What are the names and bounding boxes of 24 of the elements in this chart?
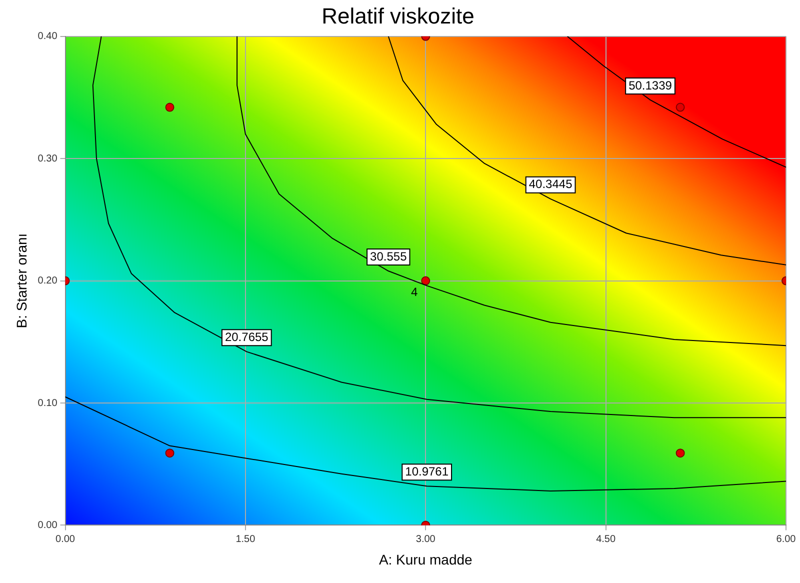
series-label: 50.1339 — [628, 78, 672, 92]
y-tick-label: 0.20 — [38, 276, 58, 287]
y-tick-label: 0.30 — [38, 153, 58, 164]
series-label: 20.7655 — [224, 330, 269, 344]
point — [421, 276, 430, 286]
y-axis-title: B: Starter oranı — [13, 233, 30, 328]
point — [165, 102, 174, 112]
series-label: 30.555 — [370, 249, 408, 264]
x-tick-label: 6.00 — [776, 534, 796, 545]
annotation: 4 — [410, 285, 418, 300]
series-label: 40.3445 — [528, 177, 573, 192]
chart-title: Relatif viskozite — [322, 3, 474, 28]
series-label: 10.9761 — [405, 464, 449, 478]
point — [676, 102, 685, 112]
point — [165, 448, 174, 458]
x-tick-label: 0.00 — [56, 534, 76, 545]
point — [676, 448, 685, 458]
y-tick-label: 0.10 — [38, 398, 58, 409]
x-tick-label: 4.50 — [596, 534, 616, 545]
x-axis-title: A: Kuru madde — [378, 551, 473, 568]
x-tick-label: 1.50 — [236, 534, 256, 545]
x-tick-label: 3.00 — [416, 534, 436, 545]
y-tick-label: 0.00 — [38, 520, 58, 531]
y-tick-label: 0.40 — [38, 31, 58, 42]
